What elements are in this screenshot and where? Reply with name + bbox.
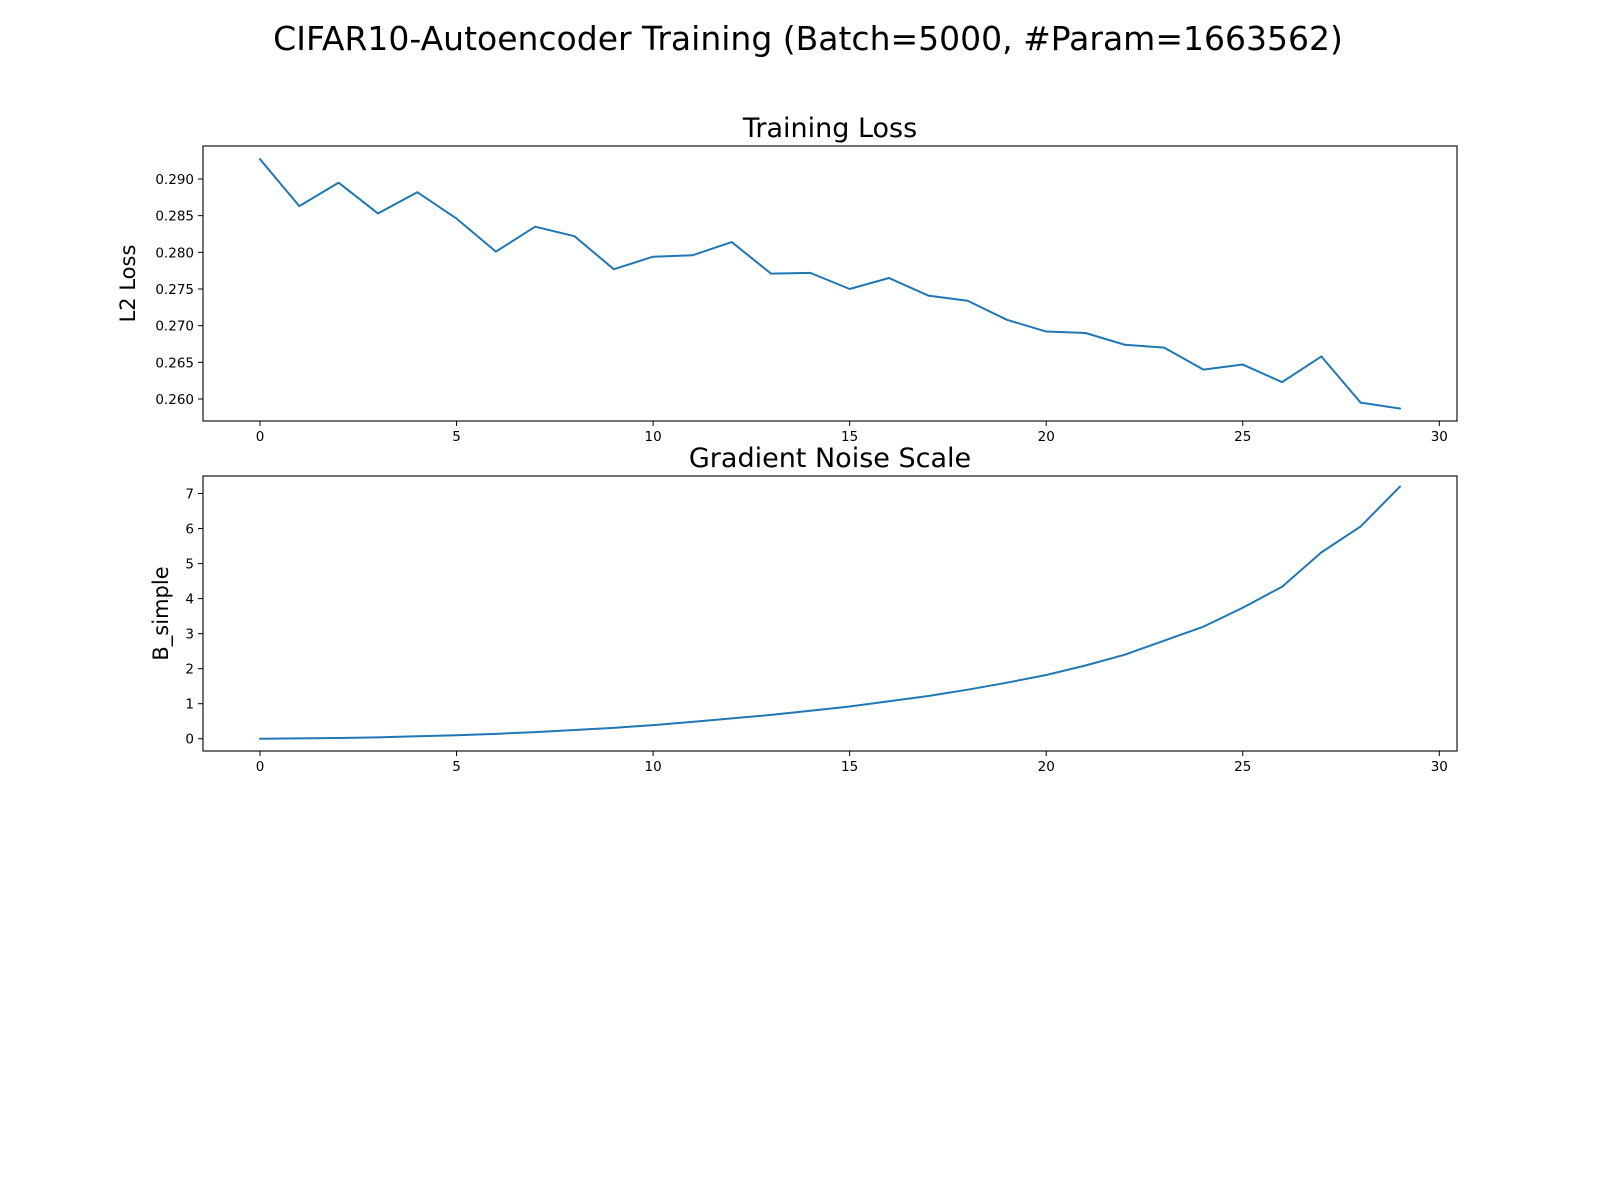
- gradient-noise-scale-xtick-label: 20: [1038, 759, 1055, 775]
- gradient-noise-scale-title: Gradient Noise Scale: [689, 443, 971, 474]
- training-loss-xtick-label: 20: [1038, 429, 1055, 445]
- training-loss-ylabel: L2 Loss: [116, 245, 140, 323]
- gradient-noise-scale-ytick-label: 0: [185, 732, 194, 748]
- training-loss-ytick-label: 0.265: [155, 355, 194, 371]
- training-loss-title: Training Loss: [742, 113, 917, 144]
- training-loss-ytick-label: 0.270: [155, 319, 194, 335]
- training-loss-xtick-label: 15: [841, 429, 858, 445]
- gradient-noise-scale-ytick-label: 5: [185, 557, 194, 573]
- training-loss-ytick-label: 0.290: [155, 172, 194, 188]
- gradient-noise-scale-ylabel: B_simple: [149, 566, 174, 660]
- training-loss-xtick-label: 30: [1431, 429, 1448, 445]
- training-loss-ytick-label: 0.285: [155, 209, 194, 225]
- gradient-noise-scale-series-line: [259, 485, 1401, 740]
- gradient-noise-scale-ytick-label: 3: [185, 627, 194, 643]
- training-loss-chart: Training Loss L2 Loss 0 5 10 15 20 25 30 0.260 0.2…: [116, 113, 1458, 445]
- training-loss-xtick-label: 5: [452, 429, 461, 445]
- gradient-noise-scale-ytick-label: 4: [185, 592, 194, 608]
- gradient-noise-scale-ytick-label: 7: [185, 487, 194, 503]
- gradient-noise-scale-plot-frame: [202, 475, 1458, 752]
- training-loss-xtick-label: 0: [256, 429, 265, 445]
- training-loss-plot-frame: [202, 145, 1458, 422]
- training-loss-ytick-label: 0.260: [155, 392, 194, 408]
- gradient-noise-scale-xtick-label: 15: [841, 759, 858, 775]
- gradient-noise-scale-xtick-label: 10: [645, 759, 662, 775]
- training-loss-xtick-label: 10: [645, 429, 662, 445]
- gradient-noise-scale-xtick-label: 0: [256, 759, 265, 775]
- gradient-noise-scale-ytick-label: 2: [185, 662, 194, 678]
- gradient-noise-scale-ytick-label: 6: [185, 522, 194, 538]
- gradient-noise-scale-xtick-label: 25: [1234, 759, 1251, 775]
- gradient-noise-scale-xtick-label: 30: [1431, 759, 1448, 775]
- figure-title: CIFAR10-Autoencoder Training (Batch=5000…: [273, 19, 1343, 58]
- training-loss-series-line: [259, 158, 1401, 410]
- training-loss-ytick-label: 0.280: [155, 245, 194, 261]
- gradient-noise-scale-xtick-label: 5: [452, 759, 461, 775]
- training-loss-xtick-label: 25: [1234, 429, 1251, 445]
- training-loss-ytick-label: 0.275: [155, 282, 194, 298]
- gradient-noise-scale-ytick-label: 1: [185, 697, 194, 713]
